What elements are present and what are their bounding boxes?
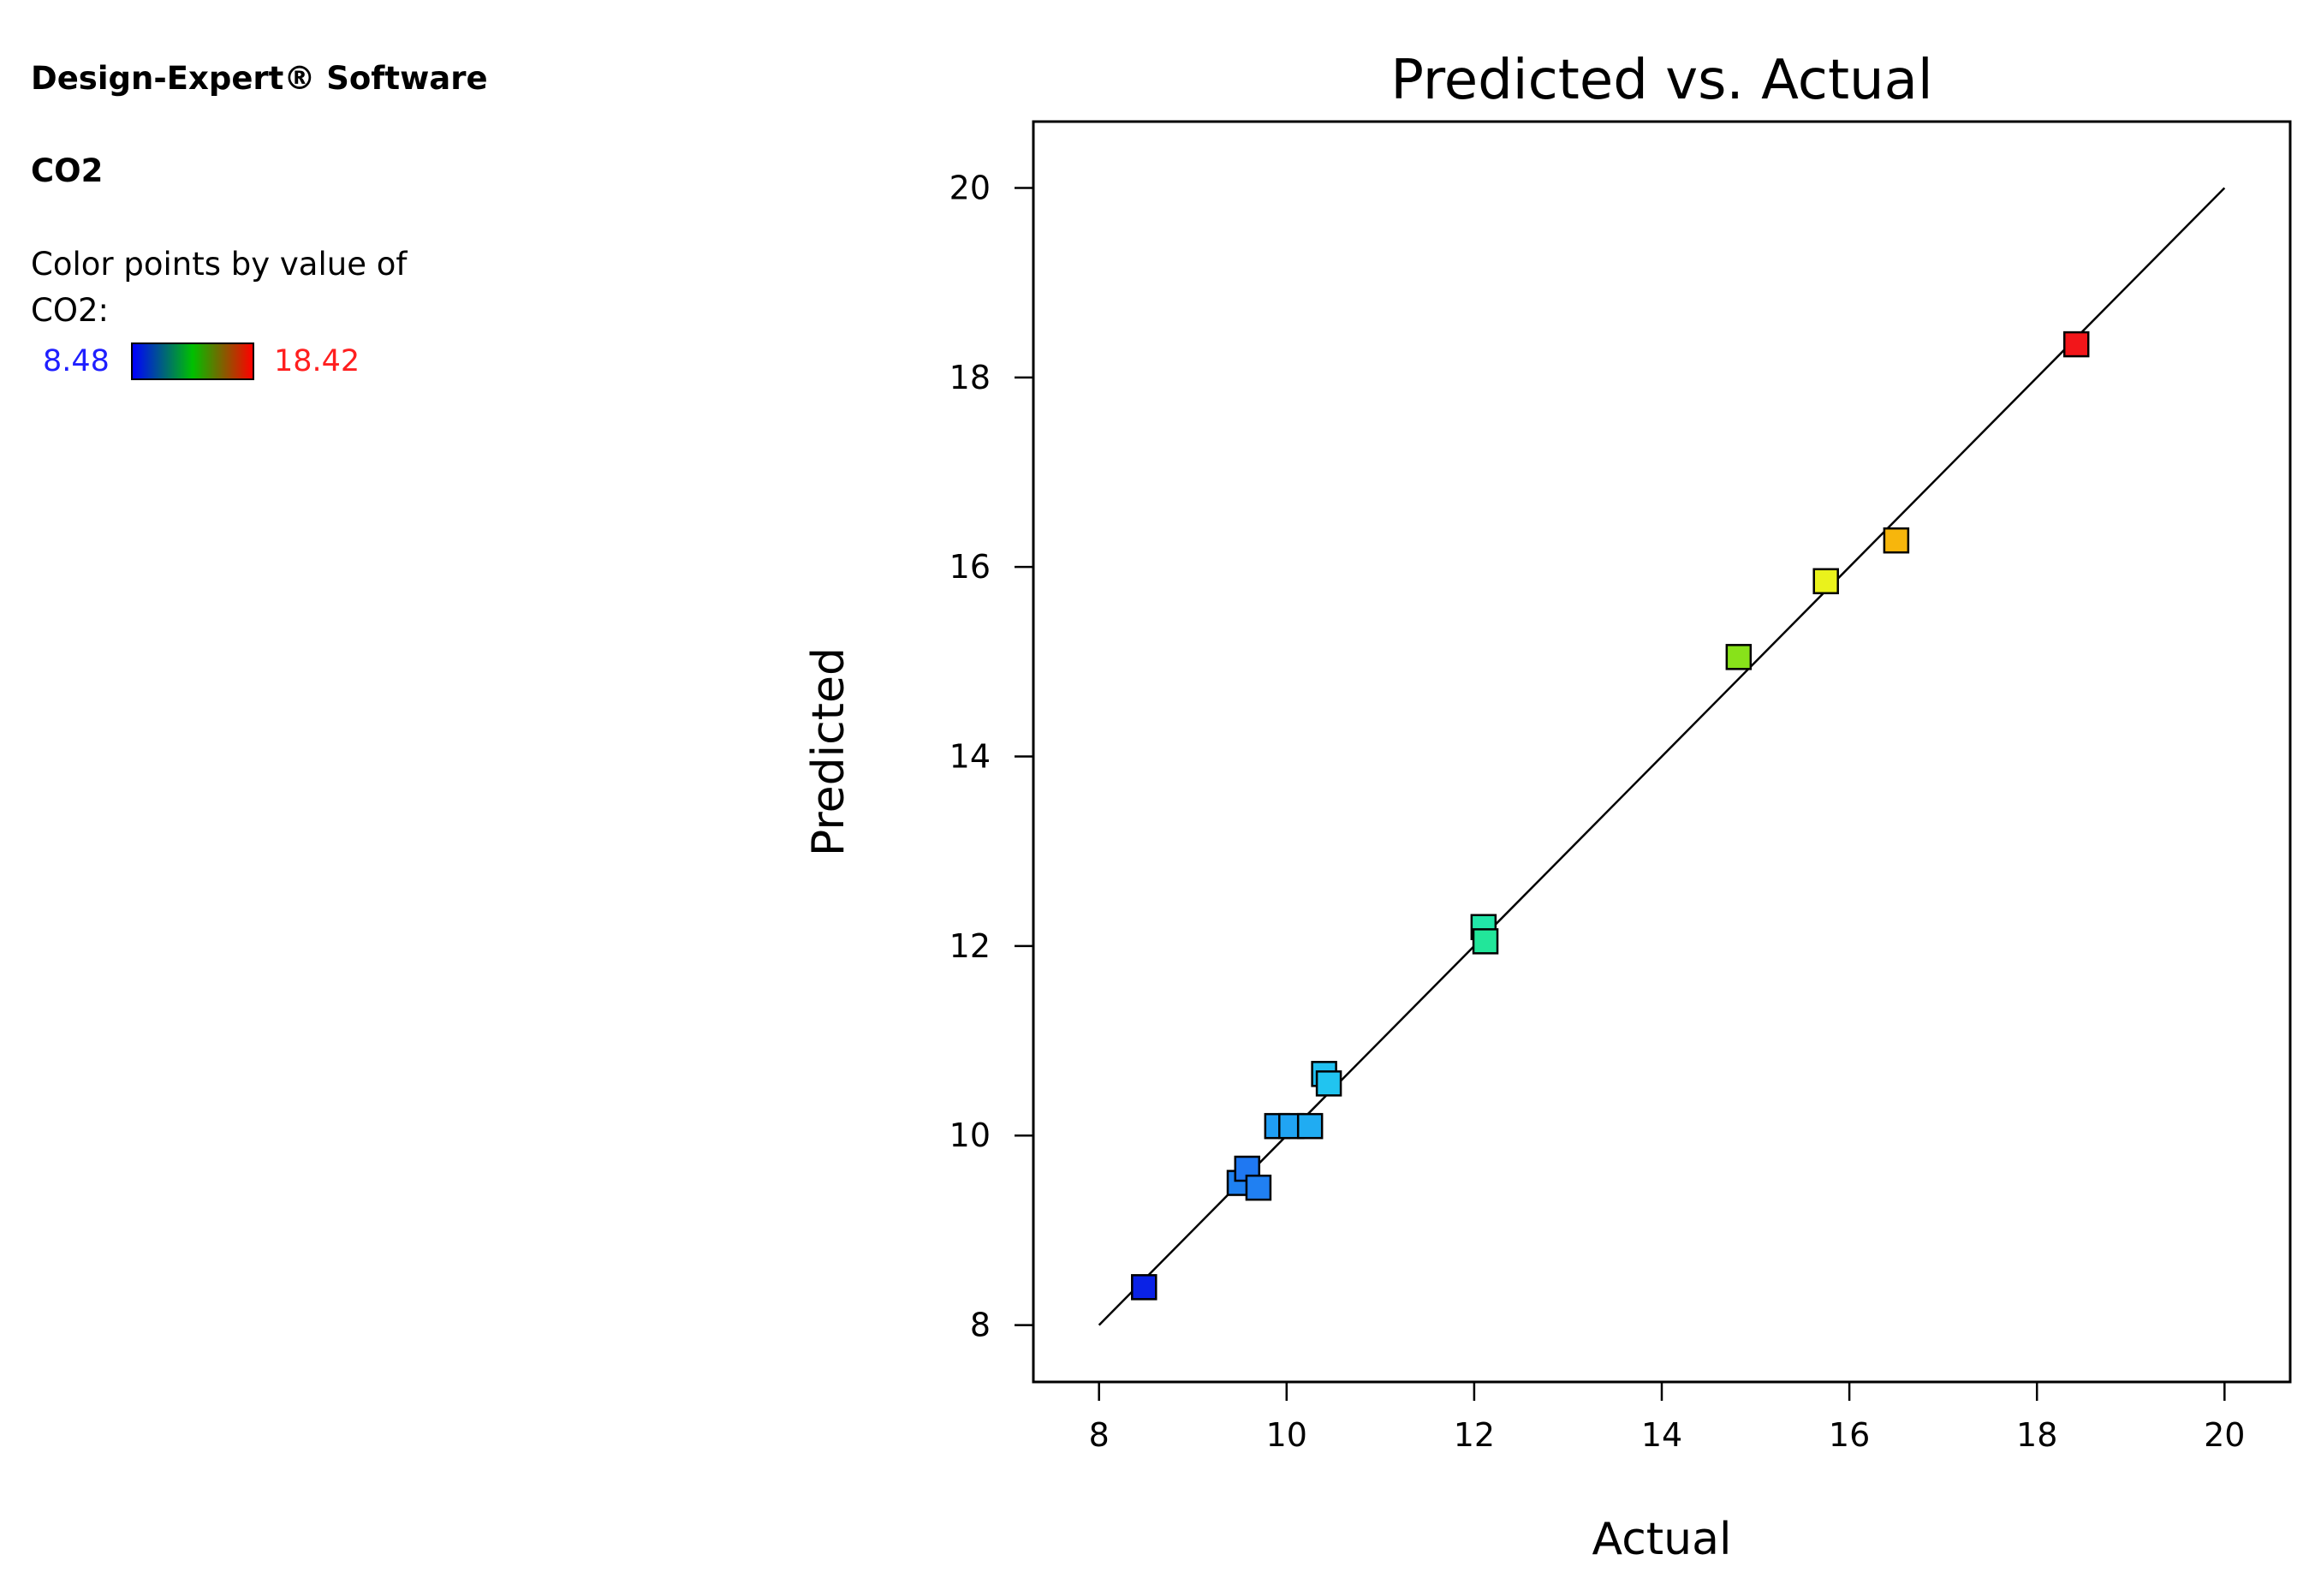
y-tick-label: 18 (949, 359, 991, 396)
x-tick-label: 20 (2204, 1416, 2245, 1454)
data-point (1472, 928, 1499, 955)
x-tick-label: 16 (1829, 1416, 1870, 1454)
x-axis-title: Actual (1592, 1514, 1732, 1565)
color-scale: 8.48 18.42 (43, 342, 471, 382)
color-scale-max-label: 18.42 (274, 344, 360, 378)
y-tick-label: 8 (970, 1307, 991, 1344)
color-note: Color points by value of CO2: (31, 246, 408, 329)
y-tick-label: 20 (949, 169, 991, 206)
y-axis-title: Predicted (803, 647, 854, 856)
data-point (2062, 331, 2090, 358)
x-tick-label: 18 (2016, 1416, 2057, 1454)
y-tick-label: 12 (949, 927, 991, 965)
data-point (1296, 1112, 1324, 1140)
x-tick-label: 8 (1089, 1416, 1110, 1454)
chart-title: Predicted vs. Actual (1390, 49, 1932, 112)
x-axis: 8 10 12 14 16 18 20 (1089, 1382, 2245, 1454)
data-point (1315, 1070, 1342, 1097)
color-scale-min-label: 8.48 (43, 344, 110, 378)
response-name: CO2 (31, 152, 104, 189)
data-points (1131, 331, 2090, 1301)
data-point (1883, 527, 1910, 554)
y-tick-label: 14 (949, 738, 991, 776)
software-name: Design-Expert® Software (31, 60, 488, 97)
data-point (1245, 1174, 1272, 1201)
y-axis: 8 10 12 14 16 18 20 (949, 169, 1033, 1344)
y-tick-label: 10 (949, 1117, 991, 1154)
data-point (1131, 1274, 1158, 1301)
reference-line (1098, 187, 2226, 1326)
x-tick-label: 10 (1266, 1416, 1307, 1454)
data-point (1725, 644, 1753, 670)
x-tick-label: 14 (1641, 1416, 1682, 1454)
y-tick-label: 16 (949, 548, 991, 586)
color-gradient-bar (131, 342, 254, 380)
data-point (1812, 568, 1839, 595)
x-tick-label: 12 (1454, 1416, 1495, 1454)
